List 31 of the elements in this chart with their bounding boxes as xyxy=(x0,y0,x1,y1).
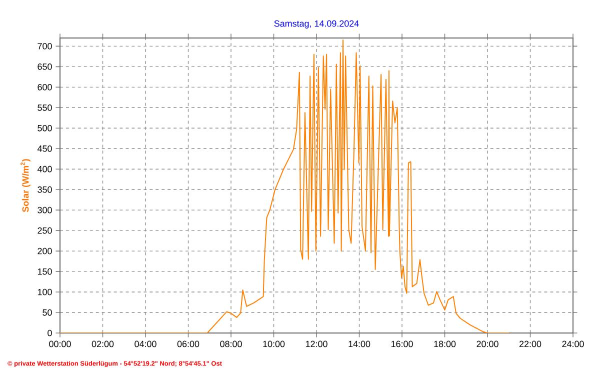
x-tick-label: 02:00 xyxy=(92,340,114,348)
x-tick-label: 10:00 xyxy=(263,340,285,348)
x-tick-label: 04:00 xyxy=(134,340,156,348)
y-tick-label: 350 xyxy=(38,186,52,193)
y-tick-label: 0 xyxy=(48,330,52,336)
y-tick-label: 100 xyxy=(38,288,52,296)
y-tick-label: 550 xyxy=(38,104,52,111)
y-tick-label: 250 xyxy=(38,227,52,234)
x-tick-label: 06:00 xyxy=(177,340,200,348)
y-tick-label: 400 xyxy=(37,166,52,172)
chart-title: Samstag, 14.09.2024 xyxy=(274,20,359,28)
x-tick-label: 16:00 xyxy=(391,340,413,348)
y-tick-label: 700 xyxy=(38,43,52,50)
x-tick-label: 24:00 xyxy=(562,340,584,348)
y-tick-label: 150 xyxy=(38,268,52,275)
x-tick-label: 22:00 xyxy=(519,340,542,348)
x-tick-label: 18:00 xyxy=(434,340,456,348)
y-tick-label: 200 xyxy=(38,248,52,254)
line-series xyxy=(60,40,510,333)
x-tick-label: 14:00 xyxy=(348,340,370,348)
y-tick-label: 500 xyxy=(38,124,52,132)
x-tick-label: 20:00 xyxy=(476,340,498,348)
x-tick-label: 00:00 xyxy=(49,340,71,348)
y-axis-title: Solar (W/m$^{2}$) xyxy=(20,159,30,212)
x-tick-label: 12:00 xyxy=(306,340,328,348)
y-tick-label: 50 xyxy=(42,309,52,316)
y-tick-label: 650 xyxy=(38,64,52,70)
x-tick-label: 08:00 xyxy=(220,340,242,348)
y-tick-label: 300 xyxy=(38,206,52,214)
y-tick-label: 600 xyxy=(38,84,52,90)
y-tick-label: 450 xyxy=(37,145,52,152)
